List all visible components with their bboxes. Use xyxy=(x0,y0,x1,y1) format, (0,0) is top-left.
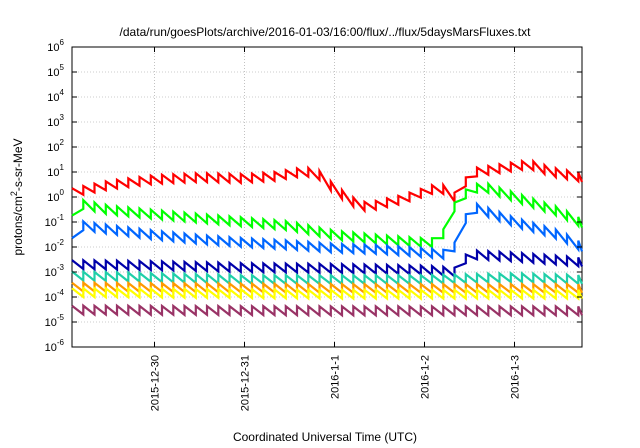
chart-title: /data/run/goesPlots/archive/2016-01-03/1… xyxy=(120,25,532,39)
y-tick-base: 10 xyxy=(47,92,59,104)
y-tick-base: 10 xyxy=(47,67,59,79)
x-tick-label: 2016-1-3 xyxy=(510,355,522,399)
y-tick-base: 10 xyxy=(47,117,59,129)
y-axis: 10-610-510-410-310-210-11001011021031041… xyxy=(45,38,582,354)
y-tick-exponent: -3 xyxy=(57,263,65,272)
y-tick-exponent: 3 xyxy=(60,113,65,122)
y-tick-base: 10 xyxy=(45,317,57,329)
series-line-2 xyxy=(71,181,584,250)
y-tick-base: 10 xyxy=(47,42,59,54)
y-axis-label: protons/cm2-s-sr-MeV xyxy=(9,138,25,255)
y-tick-label: 10-4 xyxy=(45,288,65,304)
y-axis-label-sup: 2 xyxy=(9,191,19,196)
y-tick-base: 10 xyxy=(47,167,59,179)
y-tick-exponent: -5 xyxy=(57,313,65,322)
y-axis-label-suffix: -s-sr-MeV xyxy=(11,138,25,191)
series-group xyxy=(71,158,584,318)
series-line-5 xyxy=(71,269,584,287)
y-tick-label: 105 xyxy=(47,63,64,79)
y-tick-base: 10 xyxy=(45,342,57,354)
series-line-6 xyxy=(71,280,584,296)
y-tick-exponent: 0 xyxy=(60,188,65,197)
x-tick-label: 2015-12-31 xyxy=(240,355,252,411)
y-tick-label: 102 xyxy=(47,138,64,154)
y-tick-label: 10-3 xyxy=(45,263,65,279)
y-tick-exponent: -2 xyxy=(57,238,65,247)
x-tick-label: 2016-1-1 xyxy=(330,355,342,399)
y-tick-base: 10 xyxy=(45,217,57,229)
y-tick-exponent: 6 xyxy=(60,38,65,47)
x-tick-label: 2015-12-30 xyxy=(150,355,162,411)
series-line-1 xyxy=(71,158,584,214)
series-line-8 xyxy=(71,303,584,318)
y-tick-base: 10 xyxy=(45,292,57,304)
y-tick-label: 100 xyxy=(47,188,64,204)
y-tick-exponent: 5 xyxy=(60,63,65,72)
y-tick-base: 10 xyxy=(47,192,59,204)
y-tick-exponent: 2 xyxy=(60,138,65,147)
y-tick-label: 10-1 xyxy=(45,213,65,229)
y-tick-exponent: -4 xyxy=(57,288,65,297)
y-axis-label-prefix: protons/cm xyxy=(11,196,25,255)
x-axis: 2015-12-30 2015-12-31 2016-1-1 2016-1-2 2016… xyxy=(150,47,522,411)
y-tick-label: 106 xyxy=(47,38,64,54)
y-tick-label: 10-5 xyxy=(45,313,65,329)
y-tick-label: 101 xyxy=(47,163,64,179)
x-axis-label: Coordinated Universal Time (UTC) xyxy=(233,430,417,444)
y-tick-label: 103 xyxy=(47,113,64,129)
y-tick-exponent: 1 xyxy=(60,163,65,172)
y-tick-base: 10 xyxy=(45,267,57,279)
series-line-3 xyxy=(71,201,584,262)
y-tick-label: 10-2 xyxy=(45,238,65,254)
y-tick-base: 10 xyxy=(47,142,59,154)
series-line-4 xyxy=(71,248,584,279)
grid-lines xyxy=(72,47,582,347)
y-tick-exponent: -1 xyxy=(57,213,65,222)
y-tick-exponent: 4 xyxy=(60,88,65,97)
x-tick-label: 2016-1-2 xyxy=(420,355,432,399)
y-tick-label: 10-6 xyxy=(45,338,65,354)
y-tick-label: 104 xyxy=(47,88,64,104)
series-line-7 xyxy=(71,286,584,301)
y-tick-exponent: -6 xyxy=(57,338,65,347)
y-tick-base: 10 xyxy=(45,242,57,254)
